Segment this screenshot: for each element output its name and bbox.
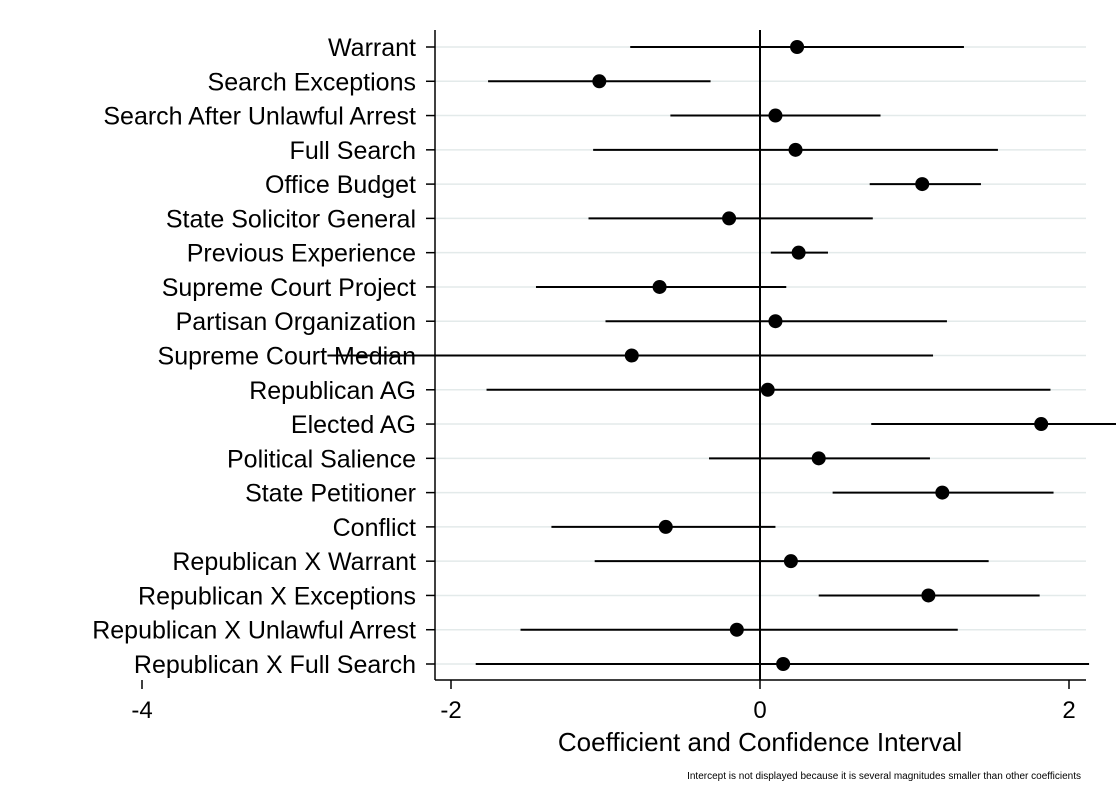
y-tick-label: Search Exceptions xyxy=(208,68,416,96)
point-estimate xyxy=(729,622,744,637)
point-estimate xyxy=(658,519,673,534)
footnote: Intercept is not displayed because it is… xyxy=(687,771,1081,782)
y-tick-label: Conflict xyxy=(333,514,416,542)
point-estimate xyxy=(915,177,930,192)
y-tick-label: Republican AG xyxy=(249,377,416,405)
point-estimate xyxy=(592,74,607,89)
point-estimate xyxy=(790,40,805,54)
point-estimate xyxy=(768,108,783,123)
x-tick-label: -2 xyxy=(440,697,461,724)
y-tick-label: Warrant xyxy=(328,34,416,62)
y-tick-label: Political Salience xyxy=(227,445,416,473)
y-tick-label: State Solicitor General xyxy=(166,205,416,233)
point-estimate xyxy=(776,657,791,671)
y-tick-label: Elected AG xyxy=(291,411,416,439)
y-tick-label: Supreme Court Median xyxy=(158,343,416,371)
data-marks xyxy=(327,40,1116,671)
point-estimate xyxy=(652,279,667,294)
point-estimate xyxy=(768,314,783,329)
point-estimate xyxy=(624,348,639,363)
point-estimate xyxy=(722,211,737,226)
point-estimate xyxy=(760,382,775,397)
x-tick-label: 2 xyxy=(1062,697,1075,724)
point-estimate xyxy=(1034,417,1049,432)
y-tick-label: Republican X Exceptions xyxy=(138,582,416,610)
point-estimate xyxy=(783,554,798,569)
point-estimate xyxy=(788,142,803,157)
y-tick-label: Office Budget xyxy=(265,171,416,199)
y-tick-label: Full Search xyxy=(290,137,416,165)
y-tick-label: Republican X Unlawful Arrest xyxy=(92,617,416,645)
point-estimate xyxy=(935,485,950,500)
y-tick-label: Supreme Court Project xyxy=(162,274,416,302)
x-tick-label: 0 xyxy=(753,697,766,724)
y-tick-label: Search After Unlawful Arrest xyxy=(103,103,416,131)
y-tick-label: State Petitioner xyxy=(245,480,416,508)
point-estimate xyxy=(811,451,826,466)
y-tick-label: Partisan Organization xyxy=(176,308,416,336)
x-tick-label: -4 xyxy=(131,697,152,724)
y-tick-label: Republican X Warrant xyxy=(172,548,416,576)
y-tick-label: Republican X Full Search xyxy=(134,651,416,679)
point-estimate xyxy=(791,245,806,260)
x-axis-title: Coefficient and Confidence Interval xyxy=(558,727,962,757)
y-tick-label: Previous Experience xyxy=(187,240,416,268)
point-estimate xyxy=(921,588,936,603)
